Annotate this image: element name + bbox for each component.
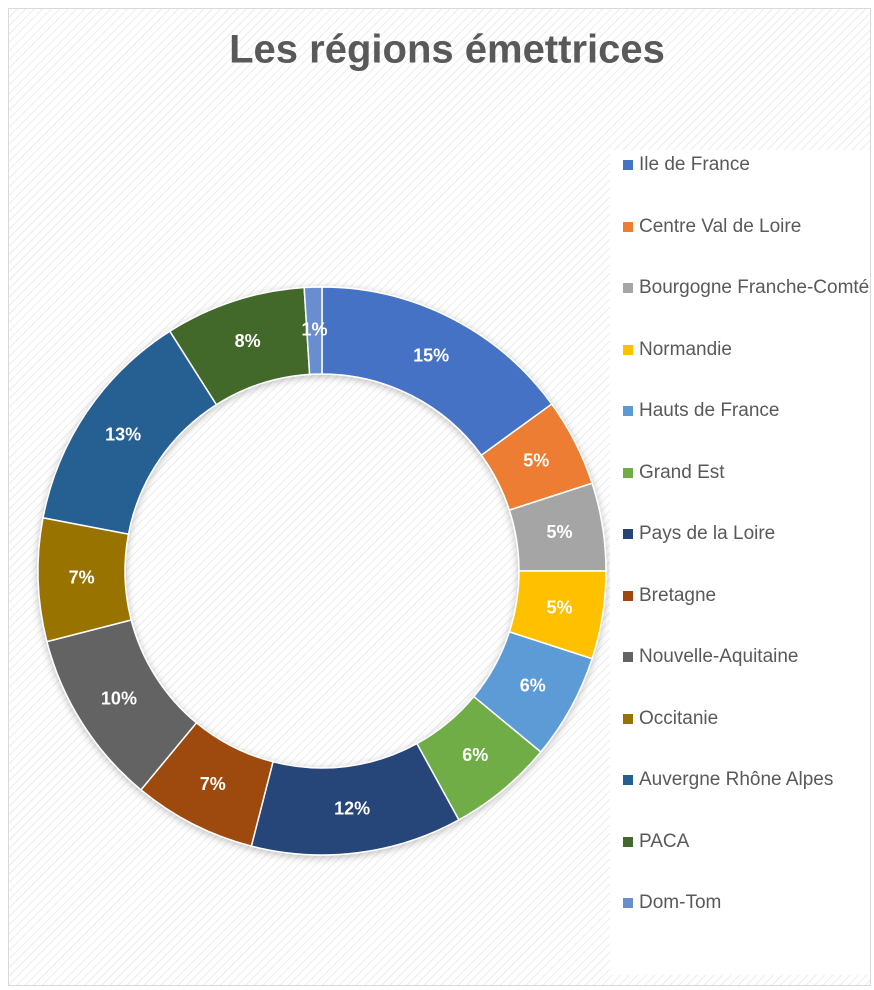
legend-swatch bbox=[623, 221, 633, 232]
legend-label: Nouvelle-Aquitaine bbox=[639, 646, 799, 667]
legend-swatch bbox=[623, 283, 633, 293]
donut-segment bbox=[303, 286, 323, 376]
legend-item: Auvergne Rhône Alpes bbox=[623, 767, 870, 829]
legend-swatch bbox=[623, 529, 633, 539]
data-label: 1% bbox=[301, 319, 327, 339]
legend-label: PACA bbox=[639, 830, 690, 852]
legend-label: Normandie bbox=[639, 338, 732, 360]
legend-label: Centre Val de Loire bbox=[639, 215, 802, 237]
legend-swatch bbox=[623, 775, 633, 785]
legend-item: Bretagne bbox=[623, 583, 870, 645]
legend-swatch bbox=[623, 160, 633, 170]
legend-label: Dom-Tom bbox=[639, 892, 722, 913]
legend-swatch bbox=[623, 713, 633, 724]
legend-label: Ile de France bbox=[639, 154, 750, 175]
data-label: 6% bbox=[520, 676, 546, 696]
data-label: 5% bbox=[523, 451, 549, 471]
data-label: 8% bbox=[235, 331, 261, 351]
legend-item: Ile de France bbox=[623, 152, 870, 214]
legend-item: Dom-Tom bbox=[623, 890, 870, 952]
legend-label: Occitanie bbox=[639, 707, 719, 729]
legend-swatch bbox=[623, 467, 633, 478]
legend-swatch bbox=[623, 590, 633, 601]
data-label: 12% bbox=[334, 798, 370, 818]
legend-item: Occitanie bbox=[623, 706, 870, 768]
chart-title: Les régions émettrices bbox=[229, 28, 665, 72]
data-label: 7% bbox=[200, 774, 226, 794]
legend-label: Hauts de France bbox=[639, 400, 780, 421]
legend-item: Pays de la Loire bbox=[623, 521, 870, 583]
legend-item: Centre Val de Loire bbox=[623, 214, 870, 276]
data-label: 5% bbox=[547, 522, 573, 542]
legend-label: Bourgogne Franche-Comté bbox=[639, 277, 870, 298]
data-label: 10% bbox=[101, 689, 137, 709]
legend-swatch bbox=[623, 406, 633, 416]
legend-item: Normandie bbox=[623, 337, 870, 399]
legend-item: Grand Est bbox=[623, 460, 870, 522]
legend-item: Hauts de France bbox=[623, 398, 870, 460]
legend-swatch bbox=[623, 898, 633, 908]
legend-label: Auvergne Rhône Alpes bbox=[639, 769, 834, 790]
legend-swatch bbox=[623, 836, 633, 847]
legend-item: Nouvelle-Aquitaine bbox=[623, 644, 870, 706]
data-label: 6% bbox=[462, 745, 488, 765]
legend-item: Bourgogne Franche-Comté bbox=[623, 275, 870, 337]
legend-swatch bbox=[623, 652, 633, 662]
data-label: 13% bbox=[105, 425, 141, 445]
legend-label: Grand Est bbox=[639, 461, 725, 483]
donut bbox=[37, 286, 607, 856]
data-label: 15% bbox=[413, 345, 449, 365]
legend-swatch bbox=[623, 344, 633, 355]
legend-label: Pays de la Loire bbox=[639, 523, 776, 544]
data-label: 5% bbox=[547, 597, 573, 617]
legend: Ile de France Centre Val de Loire Bourgogn… bbox=[610, 150, 870, 975]
legend-label: Bretagne bbox=[639, 584, 717, 606]
data-label: 7% bbox=[69, 567, 95, 587]
legend-item: PACA bbox=[623, 829, 870, 891]
